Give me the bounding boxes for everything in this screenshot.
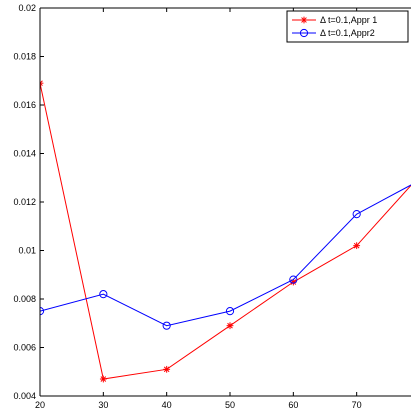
data-point-asterisk — [99, 375, 107, 383]
legend-box — [286, 10, 409, 43]
y-tick-label: 0.02 — [18, 3, 36, 13]
data-point-circle — [352, 210, 361, 219]
x-tick-label: 60 — [288, 400, 298, 410]
x-tick-label: 50 — [225, 400, 235, 410]
data-point-circle — [225, 307, 235, 316]
y-tick-label: 0.014 — [13, 149, 36, 159]
x-tick-label: 20 — [35, 400, 45, 410]
y-tick-label: 0.006 — [13, 343, 36, 353]
legend: Δ t=0.1,Appr 1 Δ t=0.1,Appr2 — [286, 10, 409, 43]
x-tick-label: 40 — [162, 400, 172, 410]
legend-entry-1: Δ t=0.1,Appr 1 — [292, 15, 377, 25]
data-point-asterisk — [300, 16, 308, 24]
x-tick-label: 30 — [98, 400, 108, 410]
data-point-asterisk — [40, 79, 44, 87]
y-tick-label: 0.012 — [13, 197, 36, 207]
data-point-asterisk — [353, 242, 361, 250]
data-point-circle — [299, 28, 309, 38]
data-point-circle — [162, 321, 171, 330]
legend-label: Δ t=0.1,Appr2 — [320, 28, 375, 38]
data-point-circle — [289, 275, 298, 284]
y-tick-label: 0.018 — [13, 52, 36, 62]
data-point-asterisk — [226, 322, 234, 330]
y-tick-label: 0.016 — [13, 100, 36, 110]
x-tick-label: 70 — [352, 400, 362, 410]
plot-area — [40, 8, 411, 396]
data-point-circle — [99, 290, 108, 299]
series-line-2 — [40, 184, 411, 327]
legend-entry-2: Δ t=0.1,Appr2 — [292, 28, 375, 38]
y-tick-label: 0.01 — [18, 246, 36, 256]
y-tick-label: 0.008 — [13, 294, 36, 304]
data-point-asterisk — [163, 365, 171, 373]
legend-label: Δ t=0.1,Appr 1 — [320, 15, 377, 25]
y-tick-label: 0.004 — [13, 391, 36, 401]
